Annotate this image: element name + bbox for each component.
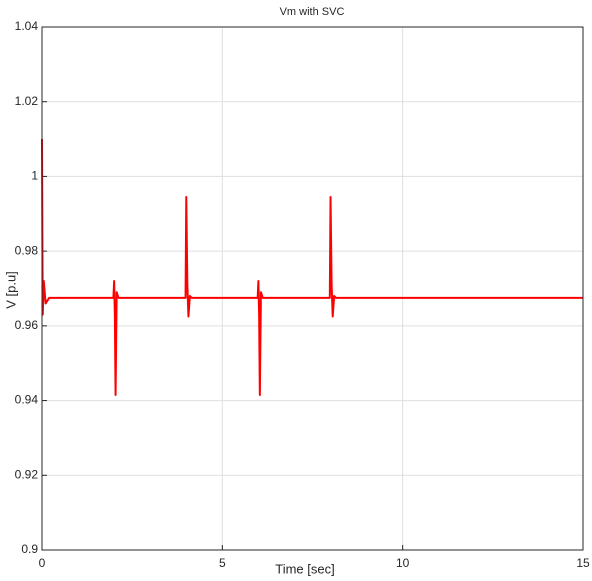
y-tick-label: 0.9 — [21, 542, 38, 556]
y-tick-label: 1.04 — [15, 19, 39, 33]
chart-title: Vm with SVC — [280, 6, 345, 18]
plot-frame — [41, 26, 584, 551]
data-line — [41, 139, 583, 396]
x-tick-label: 0 — [39, 556, 46, 570]
y-tick-label: 0.96 — [15, 318, 39, 332]
x-axis-label: Time [sec] — [275, 561, 334, 576]
y-tick-label: 0.92 — [15, 467, 39, 481]
y-tick-label: 0.98 — [15, 243, 39, 257]
y-tick-label: 0.94 — [15, 393, 39, 407]
x-tick-label: 5 — [219, 556, 226, 570]
y-tick-label: 1.02 — [15, 94, 39, 108]
y-axis-label: V [p.u] — [3, 271, 18, 309]
x-tick-label: 15 — [576, 556, 590, 570]
x-tick-label: 10 — [396, 556, 410, 570]
y-tick-label: 1 — [31, 169, 38, 183]
